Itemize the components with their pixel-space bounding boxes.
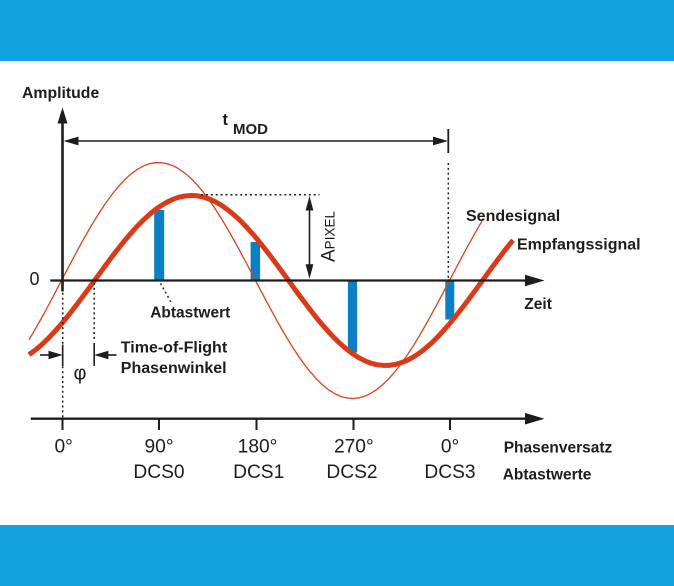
svg-text:φ: φ xyxy=(74,363,87,385)
svg-text:DCS1: DCS1 xyxy=(233,462,284,483)
svg-text:180°: 180° xyxy=(238,437,278,458)
svg-text:0°: 0° xyxy=(55,437,73,458)
svg-text:Time-of-Flight: Time-of-Flight xyxy=(121,339,228,356)
svg-text:DCS2: DCS2 xyxy=(326,462,377,483)
svg-text:Abtastwert: Abtastwert xyxy=(150,305,230,322)
svg-text:Empfangssignal: Empfangssignal xyxy=(517,237,641,254)
svg-text:t: t xyxy=(223,111,229,129)
svg-text:0°: 0° xyxy=(441,437,459,458)
svg-text:0: 0 xyxy=(29,269,39,289)
svg-text:MOD: MOD xyxy=(233,121,268,138)
svg-text:DCS3: DCS3 xyxy=(424,462,475,483)
svg-text:90°: 90° xyxy=(144,437,173,458)
svg-text:Phasenwinkel: Phasenwinkel xyxy=(121,360,227,377)
svg-text:DCS0: DCS0 xyxy=(133,462,184,483)
svg-text:Sendesignal: Sendesignal xyxy=(466,208,560,225)
svg-text:Amplitude: Amplitude xyxy=(22,85,99,102)
svg-text:Abtastwerte: Abtastwerte xyxy=(503,466,592,483)
svg-text:Zeit: Zeit xyxy=(524,296,552,313)
svg-text:270°: 270° xyxy=(334,437,374,458)
svg-text:Phasenversatz: Phasenversatz xyxy=(504,439,613,456)
svg-text:APIXEL: APIXEL xyxy=(318,211,339,262)
